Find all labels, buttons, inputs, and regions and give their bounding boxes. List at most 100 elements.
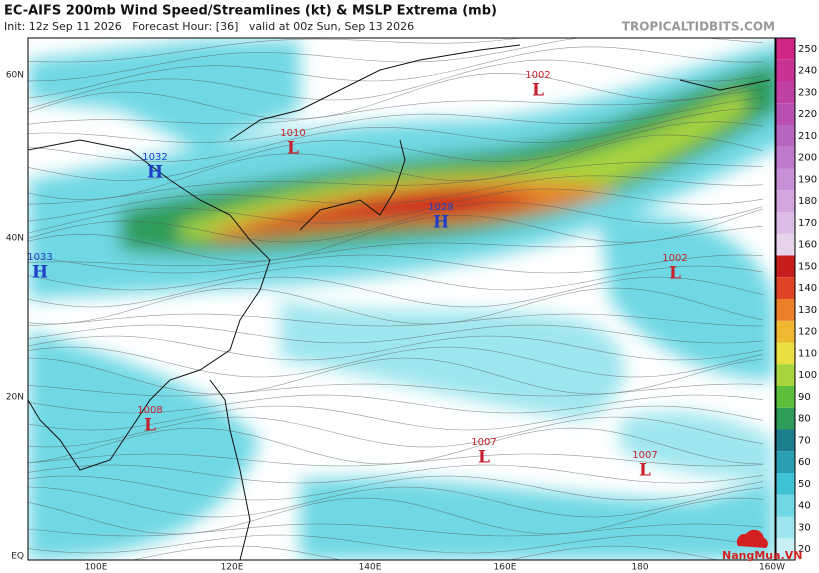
colorbar-label: 120 — [798, 327, 817, 338]
colorbar-label: 210 — [798, 131, 817, 142]
colorbar-label: 130 — [798, 305, 817, 316]
pressure-letter: L — [478, 448, 490, 468]
colorbar-bin — [776, 59, 795, 82]
map-area: 1002L1010L1032H1028H1033H1002L1008L1007L… — [27, 38, 775, 560]
streamline — [28, 162, 764, 205]
colorbar-bin — [776, 407, 795, 430]
colorbar-label: 30 — [798, 522, 811, 533]
colorbar-bin — [776, 386, 795, 408]
colorbar-bin — [776, 146, 795, 169]
colorbar-bin — [776, 538, 795, 560]
pressure-centers: 1002L1010L1032H1028H1033H1002L1008L1007L… — [27, 70, 688, 481]
lat-label: 40N — [6, 234, 24, 244]
colorbar-bin — [776, 125, 795, 147]
streamline — [28, 265, 764, 291]
axes: 60N 40N 20N EQ 100E 120E 140E 160E 180 160W — [6, 71, 785, 573]
colorbar-label: 180 — [798, 196, 817, 207]
streamline — [28, 383, 764, 397]
streamline — [28, 453, 764, 467]
streamline — [28, 201, 764, 243]
colorbar: 20 30 40 50 60 70 80 90 100 110 120 130 140 150 160 170… — [775, 37, 817, 561]
streamline — [28, 121, 764, 181]
streamline — [28, 188, 764, 234]
colorbar-bin — [776, 168, 795, 191]
colorbar-label: 160 — [798, 240, 817, 251]
streamline — [28, 134, 764, 200]
colorbar-label: 80 — [798, 414, 811, 425]
watermark-group: NangMua.VN — [722, 529, 802, 562]
streamline — [28, 523, 764, 537]
colorbar-bin — [776, 38, 795, 60]
streamline — [28, 497, 764, 535]
streamline — [28, 88, 764, 125]
subtitle: Init: 12z Sep 11 2026 Forecast Hour: [36… — [4, 20, 414, 33]
colorbar-label: 240 — [798, 66, 817, 77]
pressure-value: 1033 — [27, 252, 52, 263]
colorbar-bin — [776, 516, 795, 539]
map-frame — [27, 37, 776, 561]
lon-label: 180 — [631, 563, 648, 573]
colorbar-bin — [776, 364, 795, 386]
streamline — [28, 97, 764, 143]
streamline — [28, 72, 764, 120]
colorbar-label: 40 — [798, 501, 811, 512]
streamline — [28, 276, 764, 308]
pressure-value: 1007 — [471, 437, 496, 448]
colorbar-bin — [776, 190, 795, 212]
colorbar-bin — [776, 233, 795, 256]
streamline — [28, 416, 764, 448]
pressure-value: 1002 — [662, 253, 687, 264]
colorbar-label: 230 — [798, 87, 817, 98]
pressure-value: 1007 — [632, 450, 657, 461]
lat-label: 60N — [6, 71, 24, 81]
streamline — [28, 108, 764, 162]
streamline — [28, 324, 764, 344]
streamline — [28, 475, 764, 501]
colorbar-label: 60 — [798, 457, 811, 468]
colorbar-bin — [776, 494, 795, 517]
colorbar-label: 110 — [798, 348, 817, 359]
pressure-letter: H — [147, 163, 163, 183]
coastlines — [28, 44, 771, 560]
colorbar-label: 140 — [798, 283, 817, 294]
streamline — [28, 46, 764, 99]
pressure-value: 1002 — [525, 70, 550, 81]
pressure-value: 1010 — [280, 128, 305, 139]
title: EC-AIFS 200mb Wind Speed/Streamlines (kt… — [4, 4, 497, 19]
streamline — [28, 357, 764, 395]
lon-label: 160W — [759, 563, 785, 573]
streamline — [130, 545, 720, 560]
lat-label: 20N — [6, 393, 24, 403]
colorbar-bin — [776, 342, 795, 365]
pressure-letter: L — [532, 81, 544, 101]
watermark-icon — [736, 529, 768, 548]
colorbar-label: 50 — [798, 479, 811, 490]
colorbar-bin — [776, 277, 795, 299]
streamline — [28, 405, 764, 431]
colorbar-bin — [776, 451, 795, 473]
colorbar-bin — [776, 81, 795, 104]
colorbar-bin — [776, 103, 795, 125]
pressure-value: 1032 — [142, 152, 167, 163]
streamline — [28, 464, 764, 484]
pressure-letter: H — [433, 213, 449, 233]
lat-label: EQ — [11, 552, 24, 562]
streamline — [28, 208, 764, 262]
streamline — [28, 175, 764, 222]
pressure-letter: H — [32, 263, 48, 283]
pressure-letter: L — [287, 139, 299, 159]
colorbar-label: 190 — [798, 174, 817, 185]
colorbar-label: 70 — [798, 435, 811, 446]
pressure-letter: L — [144, 416, 156, 436]
pressure-value: 1008 — [137, 405, 162, 416]
colorbar-label: 20 — [798, 544, 811, 555]
colorbar-label: 150 — [798, 261, 817, 272]
streamlines — [28, 38, 764, 560]
streamline — [28, 335, 764, 361]
streamline — [28, 313, 764, 327]
colorbar-label: 250 — [798, 44, 817, 55]
streamline — [28, 394, 764, 414]
lon-label: 100E — [85, 563, 108, 573]
streamline — [28, 225, 764, 267]
